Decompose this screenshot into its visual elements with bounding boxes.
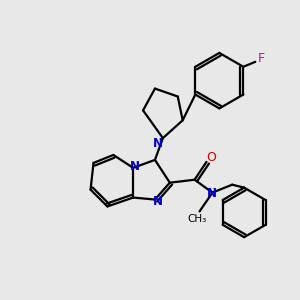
Text: F: F: [258, 52, 265, 65]
Text: O: O: [206, 152, 216, 164]
Text: N: N: [206, 187, 216, 200]
Text: N: N: [153, 136, 163, 150]
Text: N: N: [153, 195, 163, 208]
Text: N: N: [130, 160, 140, 173]
Text: CH₃: CH₃: [187, 214, 206, 224]
